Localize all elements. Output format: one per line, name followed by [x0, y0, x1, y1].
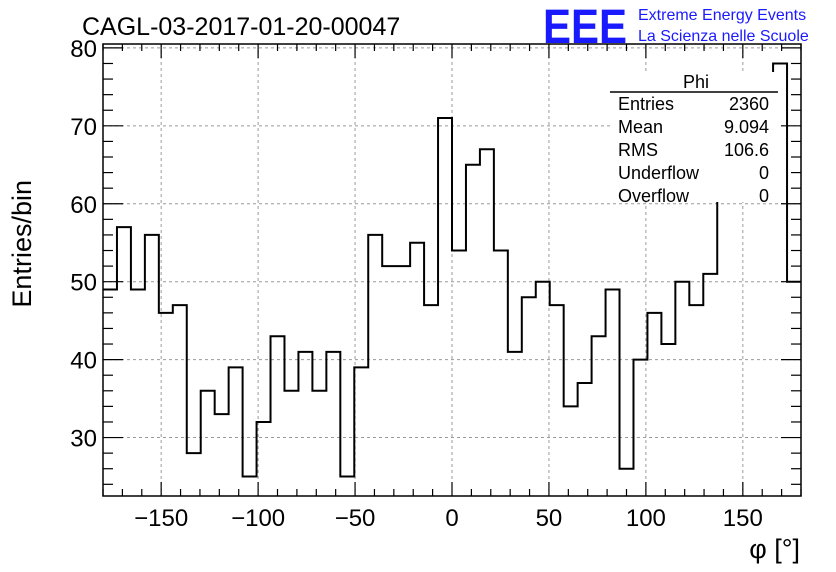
stats-row-label: Underflow — [618, 163, 700, 183]
x-axis-title: φ [°] — [749, 534, 800, 564]
x-tick-label: 0 — [445, 505, 458, 532]
stats-row-value: 0 — [759, 163, 769, 183]
stats-row-label: Mean — [618, 117, 663, 137]
y-tick-label: 60 — [70, 192, 97, 219]
x-tick-labels: −150 −100 −50 0 50 100 150 — [134, 505, 763, 532]
eee-logo: EEE Extreme Energy Events La Scienza nel… — [543, 1, 809, 54]
y-tick-label: 80 — [70, 36, 97, 63]
x-tick-label: −150 — [134, 505, 188, 532]
axis-ticks — [102, 44, 802, 496]
x-tick-label: 50 — [536, 505, 563, 532]
stats-row-value: 2360 — [729, 94, 769, 114]
logo-eee-text: EEE — [543, 1, 627, 54]
y-tick-label: 70 — [70, 114, 97, 141]
x-tick-label: 100 — [626, 505, 666, 532]
stats-row-label: Entries — [618, 94, 674, 114]
y-tick-label: 40 — [70, 348, 97, 375]
chart-title: CAGL-03-2017-01-20-00047 — [82, 13, 400, 41]
y-tick-label: 50 — [70, 270, 97, 297]
logo-line1: Extreme Energy Events — [638, 7, 806, 24]
stats-row-label: RMS — [618, 140, 658, 160]
x-tick-label: −100 — [231, 505, 285, 532]
stats-box-background — [610, 72, 780, 202]
histogram-outline — [103, 62, 801, 478]
stats-rows: Entries 2360 Mean 9.094 RMS 106.6 Underflow 0 Ov… — [618, 94, 769, 206]
x-tick-label: 150 — [723, 505, 763, 532]
y-tick-label: 30 — [70, 426, 97, 453]
stats-row-value: 0 — [759, 186, 769, 206]
stats-title: Phi — [683, 72, 709, 92]
y-tick-labels: 30 40 50 60 70 80 — [70, 36, 97, 453]
stats-row-value: 106.6 — [724, 140, 769, 160]
y-axis-title: Entries/bin — [7, 180, 37, 308]
logo-line2: La Scienza nelle Scuole — [638, 28, 809, 45]
stats-row-value: 9.094 — [724, 117, 769, 137]
x-tick-label: −50 — [335, 505, 376, 532]
stats-box: Phi Entries 2360 Mean 9.094 RMS 106.6 Underflo… — [610, 72, 780, 206]
stats-row-label: Overflow — [618, 186, 690, 206]
